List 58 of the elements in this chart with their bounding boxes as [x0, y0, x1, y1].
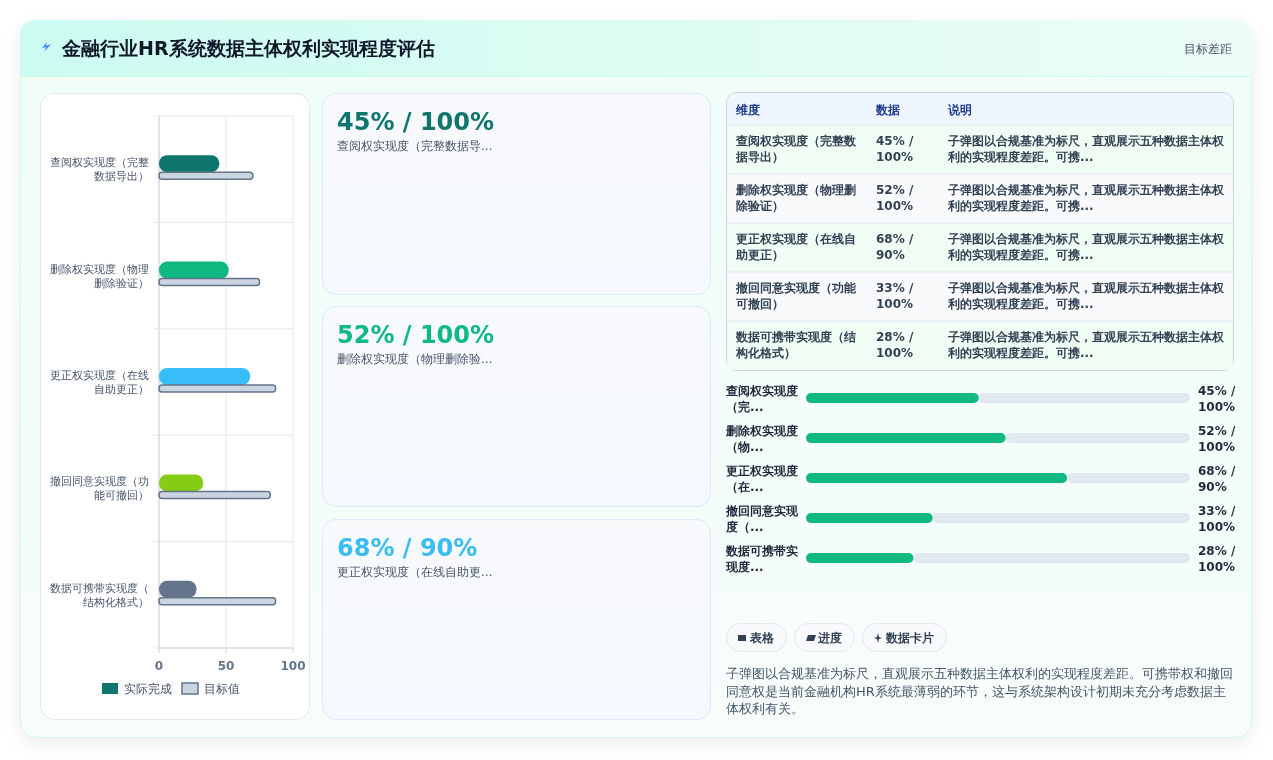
text: 52% / 100%	[876, 183, 918, 214]
text: 子弹图以合规基准为标尺，直观展示五种数据主体权利的实现程度差距。可携带权和撤回同意权是当前金融机构HR系统最薄弱的环节，这与系统架构设计初期未充分考虑数据主体权利有关。	[726, 666, 1233, 717]
category-label: 说明	[947, 103, 972, 117]
text: 45% / 100%	[337, 108, 495, 136]
bar	[159, 368, 251, 385]
y-tick-label: 删除权实现度（物...	[725, 424, 798, 455]
bar	[1067, 473, 1190, 483]
x-tick-label: 100	[280, 659, 306, 673]
bar	[806, 393, 979, 403]
data-label: 28% / 100%	[1198, 544, 1236, 575]
text: 目标差距	[1184, 42, 1232, 56]
bar	[806, 553, 914, 563]
text: 子弹图以合规基准为标尺，直观展示五种数据主体权利的实现程度差距。可携...	[947, 330, 1225, 361]
x-tick-label: 0	[154, 659, 164, 673]
data-label: 33% / 100%	[1198, 504, 1236, 535]
bar	[806, 433, 1006, 443]
text: 33% / 100%	[876, 281, 918, 312]
legend-label: 目标值	[204, 682, 240, 696]
text: 子弹图以合规基准为标尺，直观展示五种数据主体权利的实现程度差距。可携...	[947, 232, 1225, 263]
data-label: 68% / 90%	[1198, 464, 1236, 495]
y-tick-label: 更正权实现度（在...	[726, 464, 798, 495]
text: 删除权实现度（物理删除验...	[337, 352, 493, 366]
y-tick-label: 撤回同意实现度（...	[725, 504, 799, 535]
y-tick-label: 撤回同意实现度（功能可撤回）	[50, 475, 149, 503]
bar	[159, 261, 229, 279]
bar	[806, 473, 1068, 483]
bar	[932, 513, 1190, 523]
y-tick-label: 数据可携带实现度...	[725, 544, 798, 575]
text: 子弹图以合规基准为标尺，直观展示五种数据主体权利的实现程度差距。可携...	[947, 134, 1225, 165]
y-tick-label: 更正权实现度（在线自助更正）	[50, 369, 149, 396]
bar	[1005, 433, 1190, 443]
bar	[913, 553, 1190, 563]
y-tick-label: 数据可携带实现度（结构化格式）	[50, 581, 149, 609]
legend-label: 实际完成	[124, 682, 172, 696]
bar	[806, 513, 933, 523]
text: 金融行业HR系统数据主体权利实现程度评估	[61, 37, 435, 59]
text: 52% / 100%	[337, 321, 495, 349]
text: 数据卡片	[885, 631, 934, 645]
category-label: 维度	[735, 103, 760, 117]
text: 68% / 90%	[876, 232, 918, 263]
text: 68% / 90%	[337, 534, 478, 562]
y-tick-label: 查阅权实现度（完整数据导出）	[50, 156, 149, 184]
y-tick-label: 查阅权实现度（完...	[725, 384, 798, 415]
text: 子弹图以合规基准为标尺，直观展示五种数据主体权利的实现程度差距。可携...	[947, 183, 1225, 214]
bar	[978, 393, 1190, 403]
category-label: 数据	[875, 103, 900, 117]
bar	[159, 474, 204, 492]
x-tick-label: 50	[217, 659, 235, 673]
text: 表格	[749, 631, 775, 645]
text: 45% / 100%	[876, 134, 918, 165]
y-tick-label: 删除权实现度（物理删除验证）	[50, 262, 149, 290]
data-label: 45% / 100%	[1198, 384, 1236, 415]
text: 28% / 100%	[876, 330, 918, 361]
text: 子弹图以合规基准为标尺，直观展示五种数据主体权利的实现程度差距。可携...	[947, 281, 1225, 312]
text: 查阅权实现度（完整数据导...	[337, 139, 493, 153]
data-label: 52% / 100%	[1198, 424, 1236, 455]
text: 进度	[817, 631, 842, 645]
text: 更正权实现度（在线自助更...	[337, 565, 493, 579]
